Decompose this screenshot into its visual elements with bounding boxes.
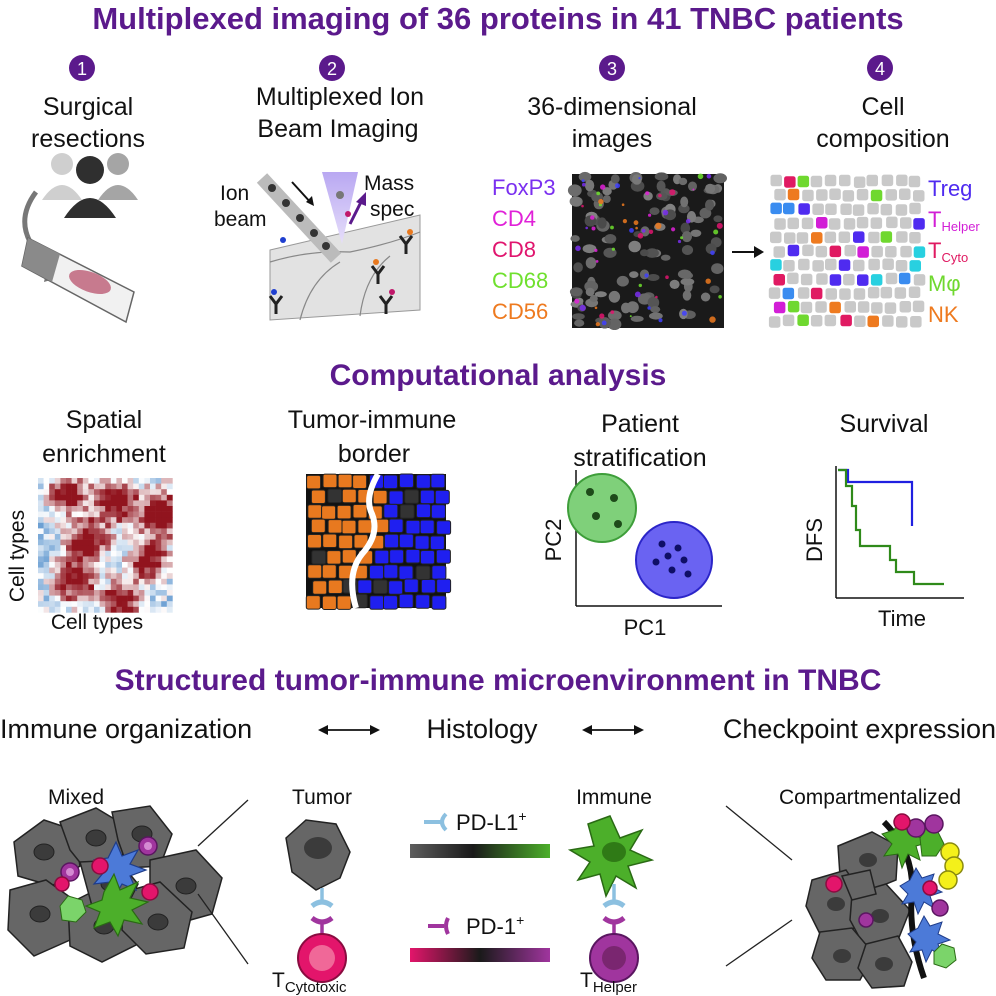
dfs-label: DFS — [802, 518, 827, 562]
double-arrow-icon — [582, 725, 644, 735]
pd-1-label: PD-1+ — [466, 912, 524, 939]
patients-icon — [42, 153, 138, 218]
step-badge — [867, 55, 893, 81]
macrophage-icon — [567, 815, 655, 909]
compartmentalized-illustration — [805, 813, 964, 989]
cell-type-label: Mφ — [928, 271, 961, 296]
survival-curve-blue — [838, 468, 914, 526]
tumor-cell-icon — [285, 819, 351, 909]
cell-type-label: THelper — [928, 207, 980, 234]
marker-legend: FoxP3 CD4 CD8 CD68 CD56 — [492, 175, 556, 324]
compartmentalized-label: Compartmentalized — [779, 786, 961, 809]
marker-label: CD8 — [492, 237, 536, 262]
multiplexed-image — [567, 171, 727, 330]
immune-label: Immune — [576, 786, 652, 809]
border-label-line2: border — [338, 440, 410, 468]
cell-type-label: NK — [928, 302, 959, 327]
divider-line — [197, 893, 249, 965]
step-badge — [69, 55, 95, 81]
step-4: 4 Cell composition — [816, 55, 950, 153]
enrichment-heatmap — [38, 478, 173, 613]
step-label-line2: Beam Imaging — [257, 115, 418, 143]
divider-line — [725, 919, 793, 967]
pd-l1-gradient-bar — [410, 844, 550, 858]
cluster-blue-points — [652, 540, 692, 578]
survival-curve-green — [838, 468, 944, 586]
computational-title: Computational analysis — [330, 359, 667, 392]
step-label-line1: Surgical — [43, 93, 133, 121]
heatmap-x-label: Cell types — [51, 611, 143, 634]
step-number: 2 — [327, 59, 337, 79]
spatial-enrichment-label-line1: Spatial — [66, 406, 142, 434]
checkpoint-expression-label: Checkpoint expression — [723, 714, 996, 744]
marker-label: CD68 — [492, 268, 548, 293]
step-label-line1: Multiplexed Ion — [256, 83, 424, 111]
divider-line — [197, 799, 249, 847]
spatial-enrichment-label-line2: enrichment — [42, 440, 166, 468]
mass-spec-label-line1: Mass — [364, 172, 414, 195]
divider-line — [725, 805, 793, 861]
step-number: 4 — [875, 59, 885, 79]
pd-1-gradient-bar — [410, 948, 550, 962]
cluster-green — [567, 473, 637, 543]
step-label-line2: images — [572, 125, 653, 153]
step-number: 3 — [607, 59, 617, 79]
mixed-tumor-illustration — [7, 805, 223, 963]
cluster-blue — [635, 521, 713, 599]
structured-title: Structured tumor-immune microenvironment… — [115, 664, 882, 697]
cell-type-label: Treg — [928, 176, 972, 201]
cytotoxic-t-cell-icon — [297, 915, 347, 983]
main-title: Multiplexed imaging of 36 proteins in 41… — [92, 1, 903, 36]
pc2-label: PC2 — [541, 519, 566, 562]
step-badge — [319, 55, 345, 81]
step-label-line2: composition — [816, 125, 949, 153]
step-label-line1: Cell — [861, 93, 904, 121]
step-number: 1 — [77, 59, 87, 79]
pca-plot — [567, 470, 722, 607]
tumor-label: Tumor — [292, 786, 352, 809]
tumor-immune-border-image — [305, 472, 452, 610]
step-label-line1: 36-dimensional — [527, 93, 697, 121]
ion-beam-label-line2: beam — [214, 208, 267, 231]
cluster-green-points — [586, 488, 622, 528]
arrowhead-icon — [754, 246, 764, 258]
t-cytotoxic-label: TCytotoxic — [272, 969, 347, 996]
stratification-label-line2: stratification — [573, 444, 706, 472]
double-arrow-icon — [318, 725, 380, 735]
ion-beam-label-line1: Ion — [220, 182, 249, 205]
pd-1-legend: PD-1+ — [410, 912, 550, 962]
immune-organization-label: Immune organization — [0, 714, 252, 744]
step-label-line2: resections — [31, 125, 145, 153]
helper-t-cell-icon — [589, 915, 639, 983]
step-3: 3 36-dimensional images — [527, 55, 697, 153]
mixed-label: Mixed — [48, 786, 104, 809]
pd-l1-label: PD-L1+ — [456, 808, 527, 835]
step-2: 2 Multiplexed Ion Beam Imaging — [256, 55, 424, 143]
marker-label: FoxP3 — [492, 175, 556, 200]
survival-label: Survival — [840, 410, 929, 438]
marker-label: CD4 — [492, 206, 536, 231]
stratification-label-line1: Patient — [601, 410, 679, 438]
cell-type-legend: Treg THelper TCyto Mφ NK — [928, 176, 980, 327]
pc1-label: PC1 — [624, 615, 667, 640]
mibi-schematic — [256, 172, 421, 321]
pd-l1-legend: PD-L1+ — [410, 808, 550, 858]
pd-l1-receptor-icon — [424, 812, 448, 832]
histology-label: Histology — [426, 714, 538, 744]
mass-spec-label-line2: spec — [370, 198, 414, 221]
step-1: 1 Surgical resections — [31, 55, 145, 153]
cell-type-label: TCyto — [928, 238, 968, 265]
heatmap-y-label: Cell types — [6, 510, 29, 602]
survival-plot — [835, 466, 964, 599]
border-label-line1: Tumor-immune — [288, 406, 457, 434]
cell-segmentation-image — [767, 173, 927, 329]
time-label: Time — [878, 606, 926, 631]
t-helper-label: THelper — [580, 969, 637, 996]
step-badge — [599, 55, 625, 81]
tissue-slide — [21, 236, 135, 324]
pd-1-receptor-icon — [428, 917, 450, 935]
marker-label: CD56 — [492, 299, 548, 324]
